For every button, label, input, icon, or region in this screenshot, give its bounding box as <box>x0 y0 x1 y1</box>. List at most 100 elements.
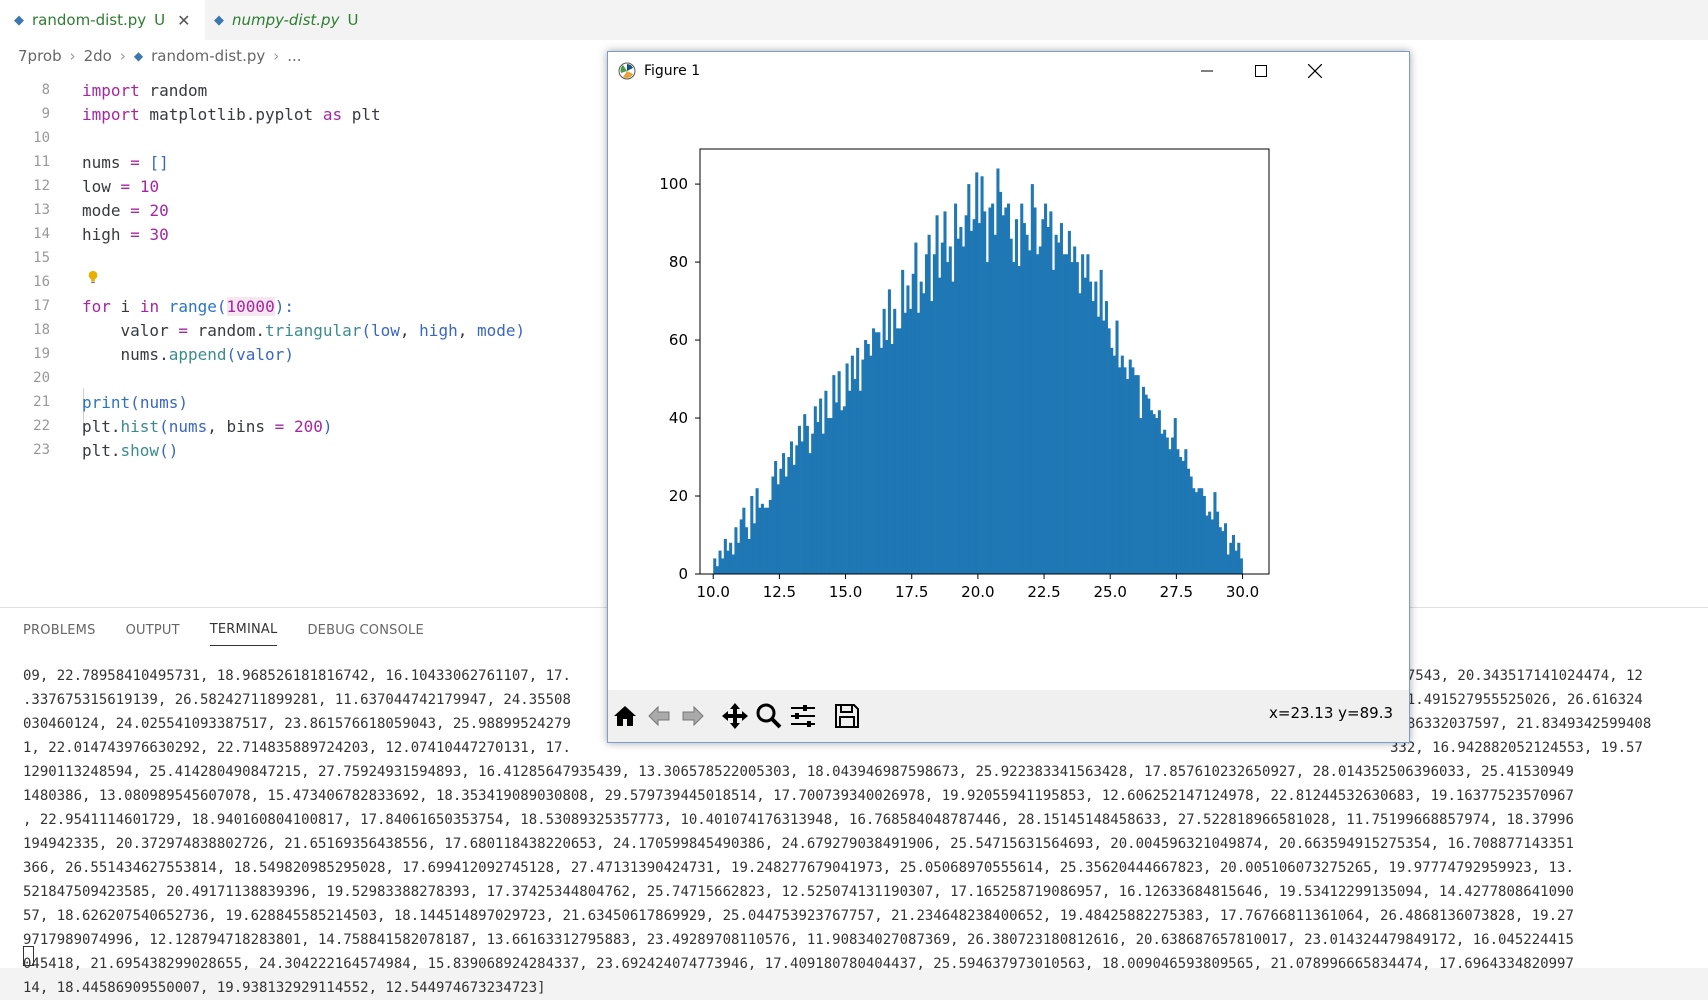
home-button[interactable] <box>608 698 642 734</box>
maximize-icon <box>1255 65 1267 77</box>
configure-subplots-button[interactable] <box>786 698 820 734</box>
tab-numpy-dist[interactable]: ◆ numpy-dist.py U <box>200 0 372 40</box>
histogram-bar <box>1110 347 1114 574</box>
line-number: 8 <box>41 82 50 98</box>
close-icon[interactable]: ✕ <box>177 10 191 30</box>
tab-random-dist[interactable]: ◆ random-dist.py U ✕ <box>0 0 205 40</box>
histogram-bar <box>853 379 857 574</box>
histogram-bar <box>1046 226 1050 575</box>
histogram-bar <box>1099 269 1103 574</box>
minimize-button[interactable] <box>1178 52 1236 90</box>
chevron-right-icon: › <box>273 47 280 65</box>
histogram-bar <box>808 453 812 574</box>
figure-titlebar[interactable]: Figure 1 <box>608 52 1409 90</box>
histogram-bar <box>1017 265 1021 574</box>
histogram-bar <box>1096 316 1101 574</box>
figure-window[interactable]: Figure 1 10.0 12.5 15.0 17.5 20.0 22.5 25.0 27.… <box>607 51 1410 743</box>
histogram-bar <box>1144 394 1148 574</box>
histogram-bar <box>861 359 865 574</box>
histogram-bar <box>1107 328 1111 574</box>
terminal-line: 1480386, 13.080989545607078, 15.47340678… <box>23 788 1574 804</box>
histogram-chart[interactable]: 10.0 12.5 15.0 17.5 20.0 22.5 25.0 27.5 30.0 0 20 4… <box>608 90 1409 690</box>
tab-problems[interactable]: PROBLEMS <box>23 622 96 638</box>
code-token: range <box>168 296 217 316</box>
histogram-bar <box>1075 262 1079 574</box>
panel-tabs: PROBLEMS OUTPUT TERMINAL DEBUG CONSOLE <box>0 608 454 652</box>
histogram-bar <box>901 269 905 574</box>
arrow-left-icon <box>648 705 670 727</box>
zoom-button[interactable] <box>752 698 786 734</box>
histogram-bar <box>1160 433 1164 574</box>
code-line: 13 mode = 20 <box>0 198 169 222</box>
histogram-bar <box>962 246 966 575</box>
histogram-bar <box>914 242 918 574</box>
tab-debug-console[interactable]: DEBUG CONSOLE <box>307 622 424 638</box>
histogram-bar <box>760 503 764 574</box>
line-number: 11 <box>33 154 50 170</box>
terminal-line: , 22.9541114601729, 18.940160804100817, … <box>23 812 1574 828</box>
terminal-cursor <box>23 946 34 966</box>
line-number: 22 <box>33 418 50 434</box>
code-token: append <box>168 344 227 364</box>
breadcrumb-item[interactable]: random-dist.py <box>151 47 266 65</box>
histogram-bar <box>789 441 794 574</box>
terminal-line: .337675315619139, 26.58242711899281, 11.… <box>23 692 571 708</box>
code-token: ) <box>178 392 188 412</box>
maximize-button[interactable] <box>1232 52 1290 90</box>
code-line: 22 plt. hist(nums, bins = 200) <box>0 414 332 438</box>
histogram-bar <box>787 457 791 574</box>
histogram-bar <box>1165 437 1169 574</box>
y-tick-label: 80 <box>669 253 688 271</box>
line-number: 23 <box>33 442 50 458</box>
code-token: in <box>139 296 160 316</box>
terminal-line-fragment: 332, 16.942882052124553, 19.57 <box>1390 740 1643 756</box>
histogram-bar <box>713 558 717 574</box>
histogram-bar <box>850 355 854 574</box>
histogram-bar <box>1173 418 1177 574</box>
forward-button[interactable] <box>676 698 710 734</box>
histogram-bar <box>742 507 746 574</box>
histogram-bar <box>1189 476 1193 574</box>
breadcrumb-item[interactable]: 2do <box>83 47 112 65</box>
close-button[interactable] <box>1286 52 1344 90</box>
histogram-bar <box>1157 410 1161 574</box>
histogram-bar <box>782 453 786 574</box>
line-number: 13 <box>33 202 50 218</box>
plot-canvas[interactable]: 10.0 12.5 15.0 17.5 20.0 22.5 25.0 27.5 30.0 0 20 4… <box>608 90 1409 690</box>
histogram-bar <box>805 425 809 574</box>
tab-output[interactable]: OUTPUT <box>125 622 180 638</box>
histogram-bar <box>856 347 860 574</box>
histogram-bar <box>1112 355 1116 574</box>
code-token: import <box>82 104 140 124</box>
breadcrumb-item[interactable]: ... <box>287 47 302 65</box>
terminal-line: 194942335, 20.372974838802726, 21.651693… <box>23 836 1574 852</box>
tab-terminal[interactable]: TERMINAL <box>209 614 278 646</box>
histogram-bar <box>919 281 923 574</box>
histogram-bar <box>991 203 995 574</box>
histogram-bar <box>1179 457 1183 574</box>
back-button[interactable] <box>642 698 676 734</box>
figure-toolbar: x=23.13 y=89.3 <box>608 690 1409 742</box>
histogram-bar <box>718 550 722 574</box>
histogram-bar <box>977 223 981 574</box>
save-button[interactable] <box>830 698 864 734</box>
histogram-bar <box>1028 250 1032 574</box>
line-number: 12 <box>33 178 50 194</box>
tab-label: numpy-dist.py <box>232 11 340 29</box>
lightbulb-icon[interactable] <box>87 270 99 284</box>
histogram-bar <box>842 406 846 574</box>
histogram-bar <box>813 406 817 574</box>
code-line: 10 <box>0 126 82 150</box>
histogram-bar <box>837 371 841 574</box>
code-token <box>140 153 150 172</box>
pan-button[interactable] <box>718 698 752 734</box>
histogram-bar <box>938 277 942 574</box>
terminal-line: 045418, 21.695438299028655, 24.304222164… <box>23 956 1574 972</box>
code-line: 18 valor = random. triangular(low, high, … <box>0 318 525 342</box>
breadcrumb-item[interactable]: 7prob <box>18 47 62 65</box>
histogram-bar <box>1102 320 1106 574</box>
code-token: for <box>82 296 111 316</box>
tab-label: random-dist.py <box>32 11 147 29</box>
code-token: ): <box>274 296 294 316</box>
terminal-line: 1290113248594, 25.414280490847215, 27.75… <box>23 764 1574 780</box>
